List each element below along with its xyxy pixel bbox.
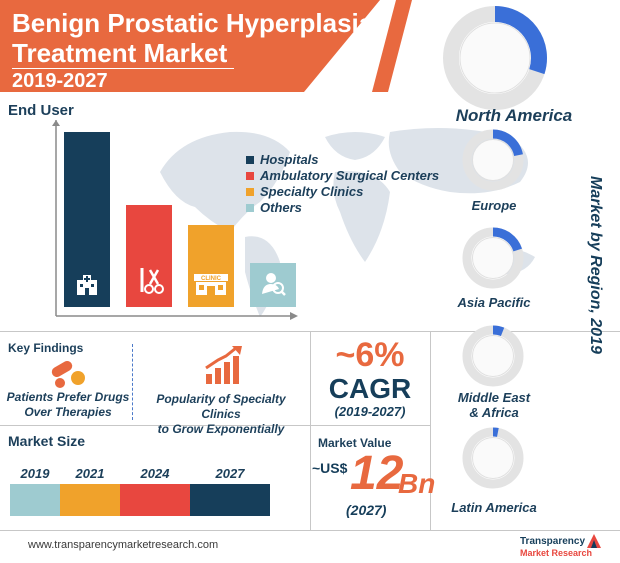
market-value-prefix: ~US$ — [312, 460, 348, 476]
legend-item: Hospitals — [246, 152, 439, 167]
region-donut-latin-america — [462, 427, 524, 489]
market-size-years: 2019 2021 2024 2027 — [10, 466, 270, 482]
growth-chart-icon — [205, 346, 242, 384]
vertical-divider — [430, 332, 431, 530]
region-label-europe: Europe — [471, 198, 517, 213]
cagr-label: CAGR — [328, 373, 412, 404]
surgical-tools-icon — [126, 266, 172, 301]
legend-item: Ambulatory Surgical Centers — [246, 168, 439, 183]
market-value-amount: 12 — [350, 447, 404, 500]
bar-specialty-clinics: CLINIC — [188, 225, 234, 307]
region-label-line: Middle East — [457, 390, 531, 405]
region-donut-north-america — [443, 6, 547, 110]
region-donut-center — [472, 237, 514, 279]
end-user-legend: Hospitals Ambulatory Surgical Centers Spec… — [246, 152, 439, 216]
finding-clinics-line1: Popularity of Specialty Clinics — [156, 392, 286, 421]
title-years: 2019-2027 — [12, 70, 108, 92]
logo-line-2: Market Research — [520, 548, 593, 558]
title-line-2: Treatment Market — [12, 38, 228, 68]
market-size-segment — [120, 484, 190, 516]
market-value-heading: Market Value — [318, 436, 392, 450]
cagr-value: ~6% — [335, 336, 405, 374]
finding-drugs-line2: Over Therapies — [24, 405, 112, 419]
section-divider — [0, 425, 430, 426]
legend-swatch — [246, 171, 254, 180]
region-donut-segment — [492, 129, 523, 157]
region-label-north-america: North America — [455, 106, 573, 125]
market-size-year-label: 2021 — [75, 466, 105, 481]
title-banner-stripe — [372, 0, 412, 92]
region-donut-center — [472, 437, 514, 479]
legend-swatch — [246, 187, 254, 196]
bar-others — [250, 263, 296, 307]
title-banner — [0, 0, 380, 92]
region-donut-center — [472, 139, 514, 181]
hospital-icon — [64, 274, 110, 301]
legend-label: Specialty Clinics — [260, 184, 364, 199]
region-donut-segment — [494, 6, 547, 75]
market-size-heading: Market Size — [8, 433, 86, 449]
market-size-bar — [10, 484, 270, 516]
market-value-year: (2027) — [346, 502, 387, 518]
title-underline — [12, 68, 234, 69]
vertical-divider — [310, 332, 311, 425]
legend-label: Hospitals — [260, 152, 319, 167]
cagr-period: (2019-2027) — [334, 404, 406, 419]
logo-line-1: Transparency — [520, 535, 586, 547]
region-label-line: & Africa — [469, 405, 519, 420]
region-side-title: Market by Region, 2019 — [587, 176, 604, 354]
market-size-segment — [10, 484, 60, 516]
vertical-divider — [310, 426, 311, 530]
region-label-middle-east-africa: Middle East & Africa — [440, 390, 548, 420]
finding-drugs-line1: Patients Prefer Drugs — [6, 390, 130, 404]
region-label-asia-pacific: Asia Pacific — [457, 295, 531, 310]
region-donut-segment — [492, 227, 523, 252]
market-value-unit: Bn — [398, 468, 436, 499]
legend-label: Ambulatory Surgical Centers — [260, 168, 440, 183]
market-size-year-label: 2024 — [140, 466, 170, 481]
legend-swatch — [246, 155, 254, 164]
legend-item: Others — [246, 200, 439, 215]
key-findings-heading: Key Findings — [8, 341, 84, 355]
region-donut-asia-pacific — [462, 227, 524, 289]
region-donut-center — [459, 22, 531, 94]
section-divider — [0, 331, 620, 332]
bar-chart-axes — [52, 120, 298, 320]
region-donut-center — [472, 335, 514, 377]
bar-chart: CLINIC — [64, 132, 296, 307]
legend-label: Others — [260, 200, 302, 215]
tmr-logo: Transparency Market Research — [520, 534, 602, 558]
bar-hospitals — [64, 132, 110, 307]
market-size-year-label: 2027 — [215, 466, 245, 481]
market-size-year-label: 2019 — [20, 466, 50, 481]
finding-clinics: Popularity of Specialty Clinics to Grow … — [136, 392, 306, 437]
market-size-segment — [60, 484, 120, 516]
search-person-icon — [250, 270, 296, 301]
market-size-segment — [190, 484, 270, 516]
legend-swatch — [246, 203, 254, 212]
logo-icon — [587, 534, 602, 548]
region-donut-europe — [462, 129, 524, 191]
finding-clinics-line2: to Grow Exponentially — [157, 422, 285, 436]
region-panel: North America Europe Asia Pacific Middle Ea… — [440, 0, 620, 530]
pills-icon — [51, 361, 85, 388]
footer-url[interactable]: www.transparencymarketresearch.com — [28, 539, 219, 551]
region-donut-segment — [492, 325, 505, 337]
footer-divider — [0, 530, 620, 531]
finding-dashed-divider — [132, 344, 134, 420]
region-donut-middle-east-africa — [462, 325, 524, 387]
end-user-heading: End User — [8, 102, 74, 119]
legend-item: Specialty Clinics — [246, 184, 439, 199]
title-line-1: Benign Prostatic Hyperplasia — [12, 8, 374, 38]
bar-ambulatory-surgical-centers — [126, 205, 172, 307]
finding-drugs: Patients Prefer Drugs Over Therapies — [4, 390, 132, 420]
clinic-icon: CLINIC — [188, 272, 234, 301]
region-label-latin-america: Latin America — [451, 500, 537, 515]
svg-text:CLINIC: CLINIC — [201, 276, 222, 282]
